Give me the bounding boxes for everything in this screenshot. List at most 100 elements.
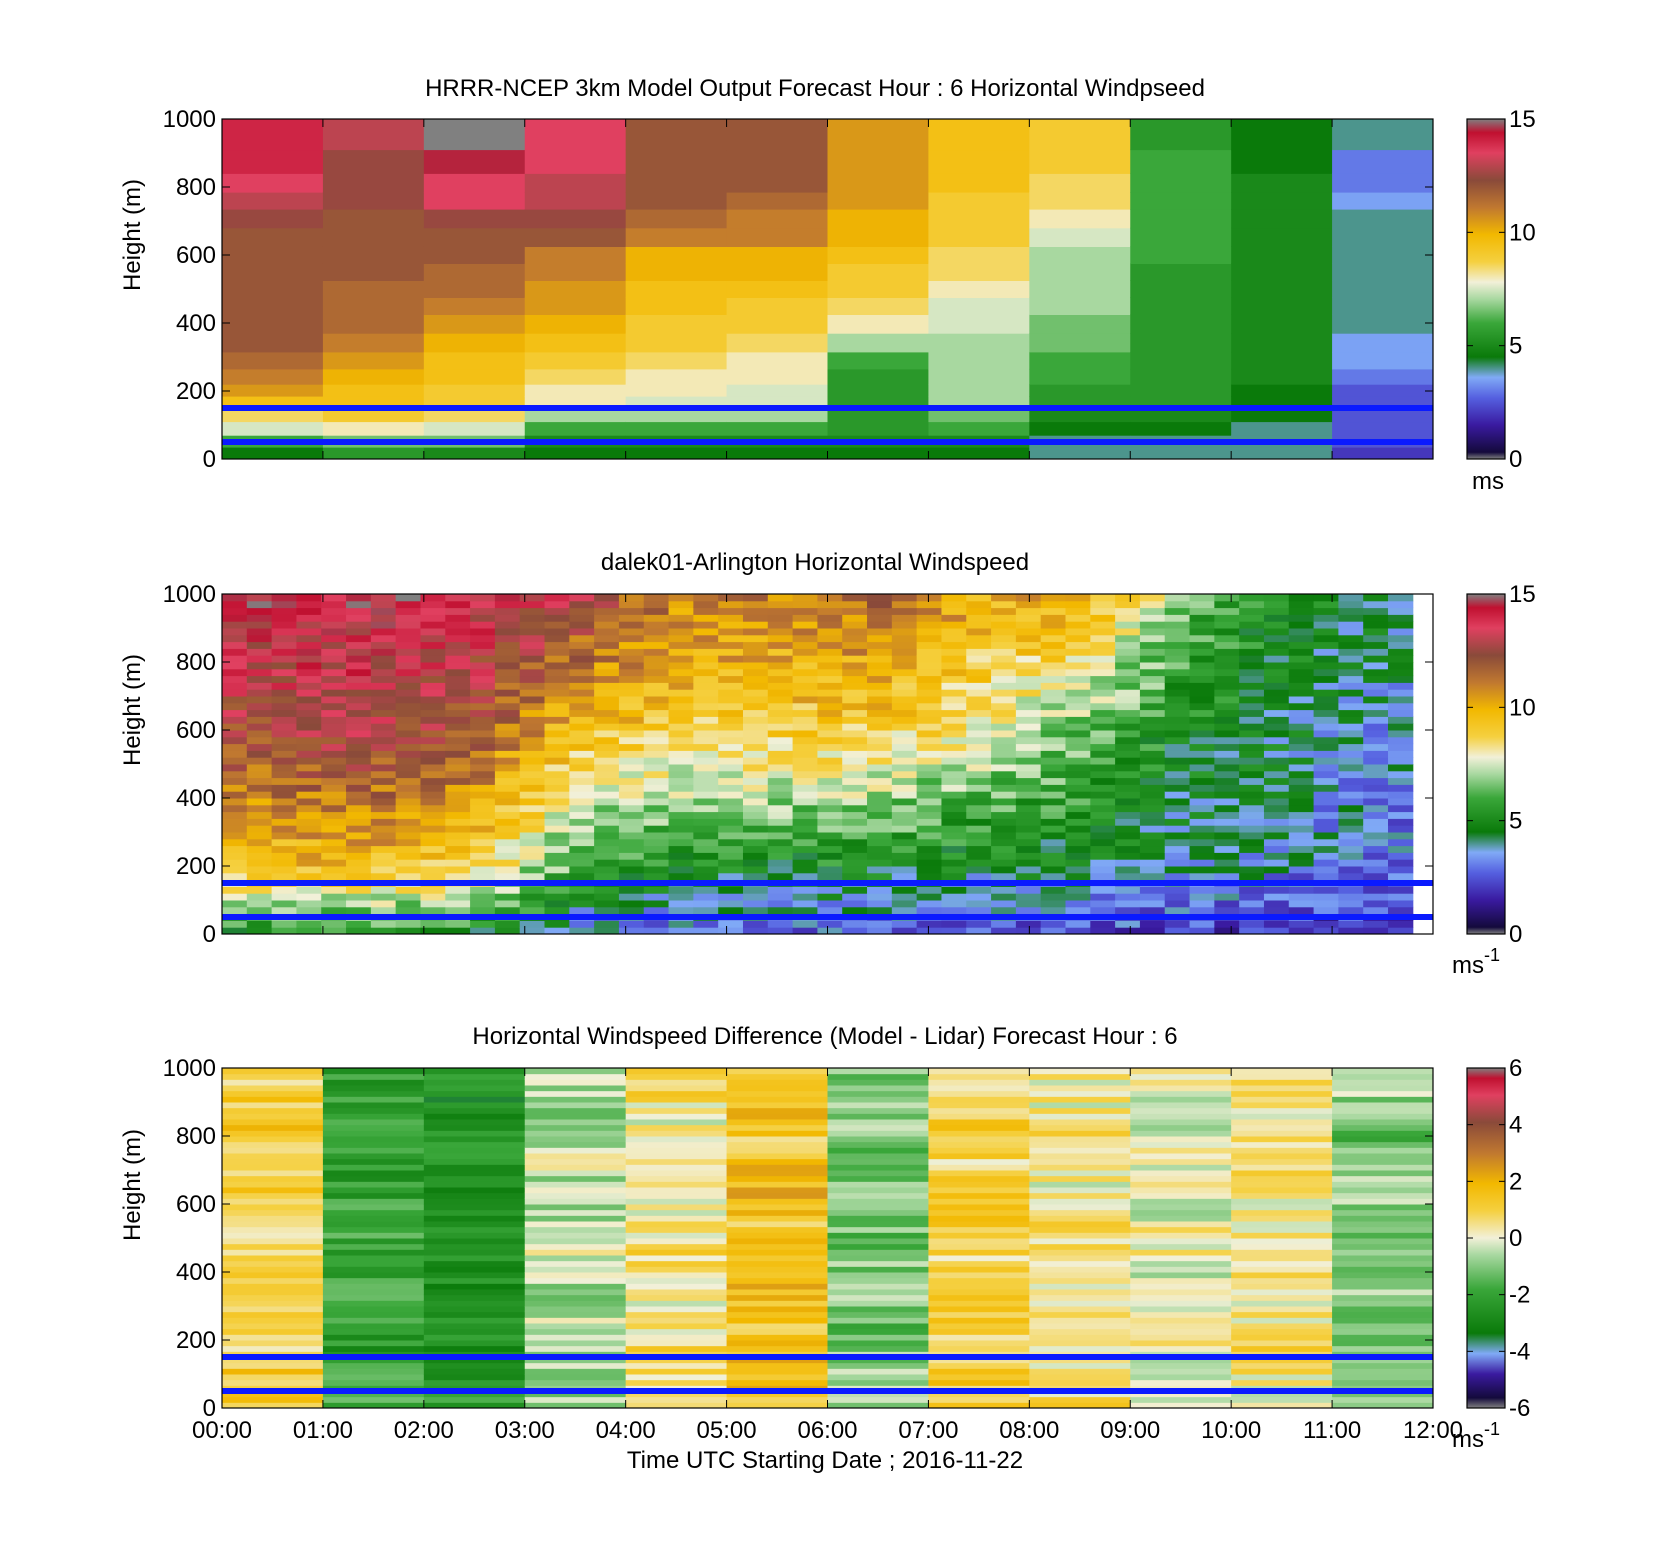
lidar-cell bbox=[668, 893, 694, 901]
diff-cell bbox=[1332, 1073, 1434, 1080]
model-cell bbox=[1029, 314, 1131, 334]
lidar-cell bbox=[693, 696, 719, 704]
lidar-cell bbox=[966, 641, 992, 649]
lidar-cell bbox=[1015, 614, 1042, 622]
model-cell bbox=[423, 447, 526, 460]
lidar-cell bbox=[445, 872, 471, 881]
diff-cell bbox=[726, 1300, 828, 1307]
lidar-cell bbox=[395, 709, 421, 717]
model-cell bbox=[423, 421, 526, 436]
diff-cell bbox=[726, 1175, 828, 1182]
lidar-cell bbox=[346, 825, 372, 833]
diff-cell bbox=[928, 1289, 1030, 1296]
lidar-cell bbox=[1214, 675, 1240, 683]
diff-cell bbox=[1332, 1226, 1434, 1233]
model-cell bbox=[1130, 384, 1232, 397]
model-cell bbox=[928, 297, 1030, 315]
lidar-cell bbox=[1139, 668, 1166, 677]
lidar-cell bbox=[494, 750, 521, 758]
lidar-cell bbox=[1139, 866, 1166, 874]
lidar-cell bbox=[321, 770, 347, 779]
lidar-cell bbox=[544, 845, 570, 853]
lidar-cell bbox=[991, 655, 1017, 663]
diff-cell bbox=[322, 1187, 425, 1194]
lidar-cell bbox=[222, 900, 248, 908]
diff-cell bbox=[1332, 1119, 1434, 1126]
lidar-cell bbox=[569, 689, 595, 697]
diff-cell bbox=[222, 1124, 324, 1131]
lidar-cell bbox=[296, 600, 322, 609]
lidar-cell bbox=[395, 757, 421, 765]
lidar-cell bbox=[246, 675, 273, 683]
lidar-cell bbox=[594, 641, 620, 649]
diff-cell bbox=[1231, 1238, 1333, 1245]
diff-cell bbox=[322, 1192, 425, 1199]
lidar-cell bbox=[1239, 621, 1265, 629]
lidar-cell bbox=[271, 900, 297, 908]
lidar-cell bbox=[1015, 641, 1042, 649]
diff-cell bbox=[827, 1090, 929, 1097]
diff-cell bbox=[222, 1300, 324, 1307]
lidar-cell bbox=[1040, 730, 1066, 738]
lidar-cell bbox=[817, 886, 843, 894]
lidar-cell bbox=[718, 743, 744, 751]
lidar-cell bbox=[222, 798, 248, 806]
lidar-cell bbox=[891, 757, 918, 765]
lidar-cell bbox=[1015, 634, 1042, 643]
lidar-cell bbox=[569, 675, 595, 683]
lidar-cell bbox=[370, 668, 397, 677]
lidar-cell bbox=[1288, 614, 1315, 622]
lidar-cell bbox=[1040, 628, 1066, 636]
lidar-cell bbox=[817, 736, 843, 745]
lidar-cell bbox=[594, 798, 620, 806]
lidar-cell bbox=[370, 614, 397, 622]
model-cell bbox=[423, 263, 526, 281]
lidar-cell bbox=[1263, 832, 1290, 840]
diff-cell bbox=[524, 1289, 627, 1296]
lidar-cell bbox=[470, 811, 496, 819]
diff-cell bbox=[928, 1158, 1030, 1165]
x-tick-label: 02:00 bbox=[394, 1417, 454, 1444]
lidar-cell bbox=[891, 675, 918, 683]
lidar-cell bbox=[643, 859, 670, 867]
model-cell bbox=[1231, 447, 1333, 460]
diff-cell bbox=[1130, 1357, 1232, 1364]
lidar-cell bbox=[867, 607, 893, 615]
lidar-cell bbox=[792, 906, 818, 915]
lidar-cell bbox=[594, 668, 620, 677]
lidar-cell bbox=[1015, 804, 1042, 813]
y-tick-label: 800 bbox=[176, 649, 216, 676]
lidar-cell bbox=[891, 743, 918, 751]
lidar-cell bbox=[1065, 866, 1091, 874]
diff-cell bbox=[1029, 1164, 1131, 1171]
lidar-cell bbox=[420, 702, 446, 711]
lidar-cell bbox=[1015, 702, 1042, 711]
lidar-cell bbox=[271, 662, 297, 670]
lidar-cell bbox=[1090, 818, 1116, 826]
diff-cell bbox=[322, 1232, 425, 1239]
lidar-cell bbox=[1363, 709, 1389, 717]
lidar-cell bbox=[321, 866, 347, 874]
lidar-cell bbox=[966, 791, 992, 799]
lidar-cell bbox=[271, 689, 297, 697]
lidar-cell bbox=[594, 818, 620, 826]
lidar-cell bbox=[1313, 682, 1339, 690]
lidar-cell bbox=[470, 750, 496, 758]
lidar-cell bbox=[618, 777, 645, 785]
lidar-cell bbox=[1338, 872, 1364, 881]
lidar-cell bbox=[321, 927, 347, 935]
lidar-cell bbox=[1388, 764, 1414, 772]
lidar-cell bbox=[842, 702, 868, 711]
diff-cell bbox=[1332, 1158, 1434, 1165]
lidar-cell bbox=[1040, 852, 1066, 860]
lidar-cell bbox=[1040, 689, 1066, 697]
lidar-cell bbox=[1313, 750, 1339, 758]
lidar-cell bbox=[246, 723, 273, 731]
lidar-cell bbox=[1363, 628, 1389, 636]
diff-cell bbox=[423, 1175, 526, 1182]
diff-cell bbox=[928, 1141, 1030, 1148]
diff-cell bbox=[222, 1260, 324, 1267]
lidar-cell bbox=[420, 594, 446, 602]
lidar-cell bbox=[594, 689, 620, 697]
lidar-cell bbox=[966, 852, 992, 860]
